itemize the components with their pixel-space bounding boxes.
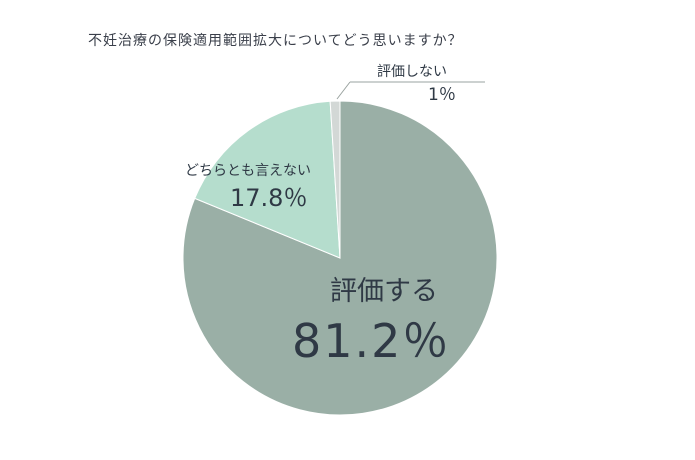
slice-label-not-evaluate: 評価しない (377, 64, 447, 80)
pie-slice-evaluate (182, 100, 498, 416)
chart-title: 不妊治療の保険適用範囲拡大についてどう思いますか？ (88, 33, 463, 49)
slice-value-neutral: 17.8％ (230, 184, 307, 212)
slice-label-evaluate: 評価する (330, 276, 438, 307)
pie-slice-neutral (194, 100, 341, 259)
leader-line-not-evaluate (336, 81, 351, 100)
slice-value-not-evaluate: 1％ (428, 85, 456, 105)
pie-slice-not-evaluate (329, 100, 341, 259)
pie-slices (182, 100, 498, 416)
slice-value-evaluate: 81.2％ (292, 314, 450, 368)
slice-label-neutral: どちらとも言えない (185, 163, 311, 179)
